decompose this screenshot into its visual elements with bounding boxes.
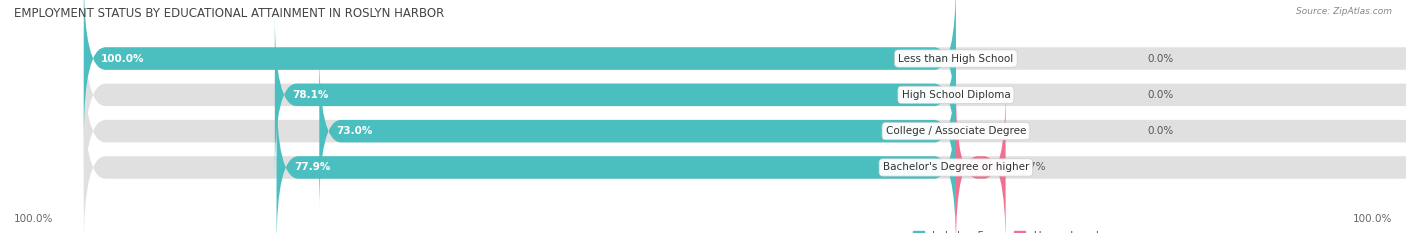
- Text: College / Associate Degree: College / Associate Degree: [886, 126, 1026, 136]
- Text: Source: ZipAtlas.com: Source: ZipAtlas.com: [1296, 7, 1392, 16]
- Text: Bachelor's Degree or higher: Bachelor's Degree or higher: [883, 162, 1029, 172]
- Text: 5.7%: 5.7%: [1019, 162, 1045, 172]
- Text: EMPLOYMENT STATUS BY EDUCATIONAL ATTAINMENT IN ROSLYN HARBOR: EMPLOYMENT STATUS BY EDUCATIONAL ATTAINM…: [14, 7, 444, 20]
- FancyBboxPatch shape: [956, 88, 1005, 233]
- Text: Less than High School: Less than High School: [898, 54, 1014, 64]
- FancyBboxPatch shape: [84, 15, 1406, 174]
- Text: 0.0%: 0.0%: [1147, 126, 1174, 136]
- Legend: In Labor Force, Unemployed: In Labor Force, Unemployed: [910, 227, 1102, 233]
- Text: 0.0%: 0.0%: [1147, 90, 1174, 100]
- Text: 100.0%: 100.0%: [101, 54, 145, 64]
- Text: 100.0%: 100.0%: [14, 214, 53, 224]
- FancyBboxPatch shape: [277, 88, 956, 233]
- FancyBboxPatch shape: [84, 0, 1406, 138]
- FancyBboxPatch shape: [84, 88, 1406, 233]
- Text: 100.0%: 100.0%: [1353, 214, 1392, 224]
- Text: 78.1%: 78.1%: [292, 90, 329, 100]
- Text: 0.0%: 0.0%: [1147, 54, 1174, 64]
- FancyBboxPatch shape: [319, 52, 956, 211]
- FancyBboxPatch shape: [84, 0, 956, 138]
- Text: 77.9%: 77.9%: [294, 162, 330, 172]
- FancyBboxPatch shape: [84, 52, 1406, 211]
- Text: 73.0%: 73.0%: [336, 126, 373, 136]
- Text: High School Diploma: High School Diploma: [901, 90, 1011, 100]
- FancyBboxPatch shape: [274, 15, 956, 174]
